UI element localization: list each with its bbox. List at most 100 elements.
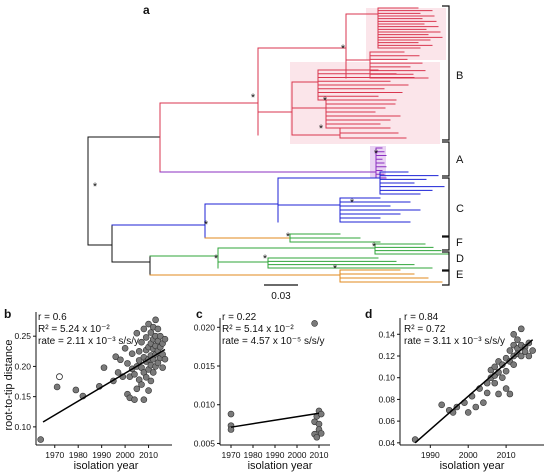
node-support-asterisk: * — [263, 253, 268, 265]
data-point — [142, 373, 150, 381]
clade-bracket — [442, 251, 450, 271]
regression-line — [414, 339, 534, 444]
panel-d-plot-area: 1990 2000 2010 0.04 0.06 0.08 0.10 0.12 0.14 — [378, 318, 544, 460]
data-point — [227, 410, 235, 418]
data-point — [135, 357, 143, 364]
data-point — [133, 329, 141, 337]
x-tick-label: 1990 — [266, 450, 285, 460]
scale-bar-label: 0.03 — [271, 291, 291, 302]
data-point — [464, 409, 472, 416]
node-support-asterisk: * — [93, 181, 98, 193]
x-tick-label: 2010 — [497, 450, 516, 460]
node-support-asterisk: * — [251, 92, 256, 104]
data-point — [517, 325, 525, 333]
data-point — [53, 383, 61, 391]
clade-label-e: E — [456, 269, 463, 281]
panel-b-r: r = 0.6 — [38, 312, 67, 323]
y-tick-label: 0.12 — [378, 351, 395, 361]
data-point — [121, 344, 129, 352]
data-point — [145, 320, 152, 328]
y-tick-label: 0.015 — [194, 361, 216, 371]
tree-branches: * * * * * * * * * * * * * — [87, 7, 450, 283]
data-point — [438, 401, 445, 409]
data-point — [145, 387, 152, 394]
panel-d-r2: R² = 0.72 — [404, 324, 446, 335]
x-tick-label: 1980 — [244, 450, 263, 460]
clade-b-highlight — [290, 62, 440, 144]
clade-bracket — [442, 141, 450, 177]
x-tick-label: 2010 — [139, 450, 158, 460]
y-tick-label: 0.04 — [378, 438, 395, 448]
panel-b-xlabel: isolation year — [74, 460, 139, 472]
panel-d-label: d — [365, 307, 372, 321]
panel-b-scatter: b r = 0.6 R² = 5.24 x 10⁻² rate = 2.11 x… — [3, 307, 172, 472]
data-point — [525, 352, 533, 360]
panel-b-plot-area: 1970 1980 1990 2000 2010 0.10 0.15 0.20 0.25 — [14, 312, 172, 460]
data-point — [491, 379, 499, 387]
y-tick-label: 0.08 — [378, 394, 395, 404]
panel-c-r: r = 0.22 — [222, 312, 257, 323]
data-point — [514, 336, 521, 344]
clade-label-b: B — [456, 70, 463, 82]
panel-c-label: c — [196, 307, 203, 321]
x-tick-label: 1990 — [421, 450, 440, 460]
y-tick-label: 0.010 — [194, 400, 216, 410]
panel-b-label: b — [4, 307, 11, 321]
data-point — [529, 347, 536, 354]
node-support-asterisk: * — [286, 231, 291, 243]
data-point — [156, 332, 164, 340]
data-point — [138, 338, 145, 346]
panel-d-r: r = 0.84 — [404, 312, 439, 323]
clade-label-c: C — [456, 203, 464, 215]
data-point — [140, 396, 148, 403]
data-point — [131, 396, 138, 403]
data-point — [521, 348, 529, 355]
panel-c-r2: R² = 5.14 x 10⁻² — [222, 324, 294, 335]
clade-bracket — [442, 177, 450, 237]
data-point — [483, 389, 491, 397]
y-tick-label: 0.005 — [194, 438, 216, 448]
data-point — [114, 369, 122, 376]
node-support-asterisk: * — [323, 95, 328, 107]
data-point — [499, 374, 506, 382]
data-point — [131, 370, 138, 378]
data-point — [128, 350, 136, 358]
node-support-asterisk: * — [350, 197, 355, 209]
node-support-asterisk: * — [319, 123, 324, 135]
regression-line — [42, 348, 166, 423]
data-point — [502, 367, 510, 375]
node-support-asterisk: * — [341, 43, 346, 55]
data-point — [317, 430, 325, 437]
data-point — [112, 353, 120, 361]
clade-bracket — [442, 236, 450, 251]
panel-c-rate: rate = 4.57 x 10⁻⁵ s/s/y — [222, 336, 325, 347]
panel-d-xlabel: isolation year — [440, 460, 505, 472]
tree-clade-backgrounds — [290, 8, 446, 178]
x-tick-label: 2010 — [310, 450, 329, 460]
node-support-asterisk: * — [372, 241, 377, 253]
x-tick-label: 1970 — [222, 450, 241, 460]
data-point-open — [56, 373, 63, 381]
clade-bracket — [442, 5, 450, 141]
y-tick-label: 0.14 — [378, 329, 395, 339]
node-support-asterisk: * — [333, 263, 338, 275]
node-support-asterisk: * — [204, 219, 209, 231]
data-point — [502, 385, 510, 392]
data-point — [147, 377, 155, 385]
data-point — [510, 330, 517, 338]
panel-c-plot-area: 1970 1980 1990 2000 2010 0.005 0.010 0.015 0.020 — [194, 318, 330, 460]
clade-label-f: F — [456, 237, 463, 249]
clade-label-d: D — [456, 253, 464, 265]
clade-bracket — [442, 270, 450, 286]
data-point — [472, 403, 480, 411]
x-tick-label: 1980 — [69, 450, 88, 460]
data-point — [317, 410, 325, 418]
node-support-asterisk: * — [374, 148, 379, 160]
y-tick-label: 0.25 — [14, 331, 31, 341]
regression-line — [230, 412, 320, 428]
data-point — [506, 390, 514, 398]
x-tick-label: 2000 — [288, 450, 307, 460]
data-point — [147, 329, 155, 336]
data-point — [154, 325, 162, 333]
